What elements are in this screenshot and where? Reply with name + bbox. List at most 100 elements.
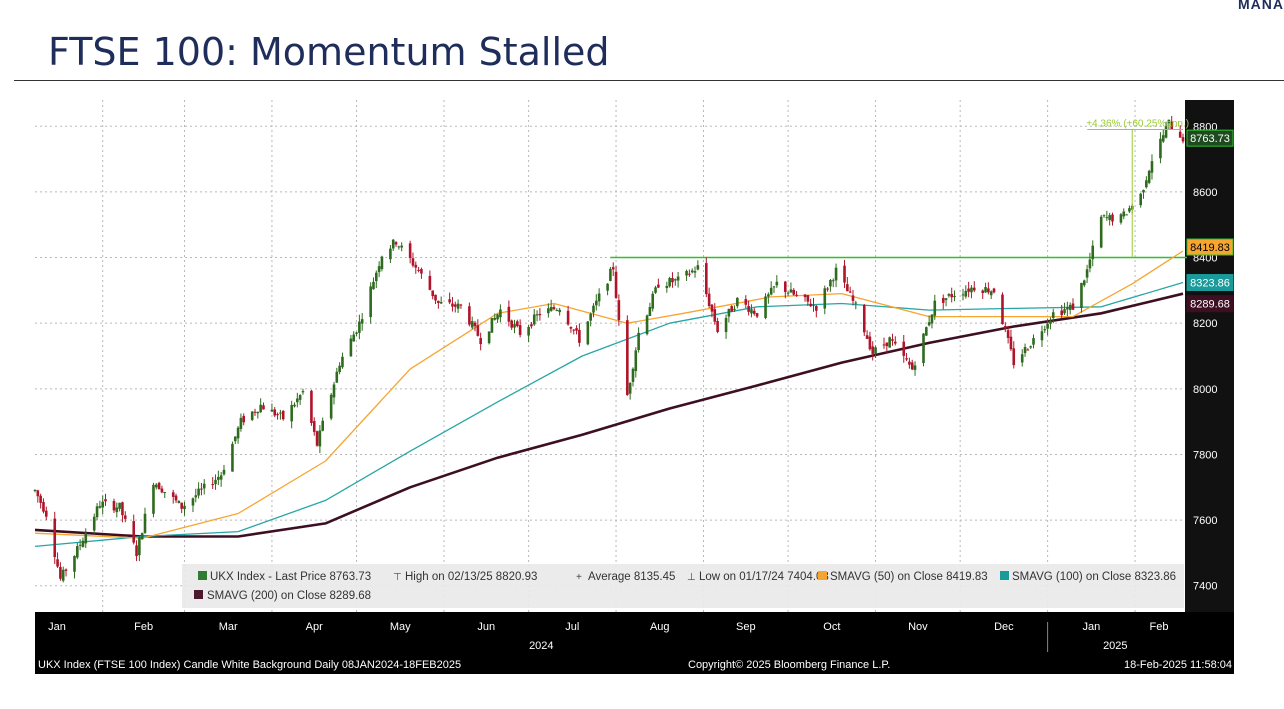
candle-body (1003, 326, 1007, 329)
candle-body (36, 490, 40, 497)
legend-item: SMAVG (50) on Close 8419.83 (830, 571, 988, 583)
candle-body (380, 256, 384, 270)
candle-body (549, 306, 553, 311)
candle-body (651, 293, 655, 309)
candle-body (76, 546, 79, 558)
legend-marker-icon: ⊥ (687, 572, 696, 583)
candle-body (259, 404, 262, 413)
candle-body (293, 404, 296, 407)
legend-box (182, 564, 1184, 608)
candle-body (98, 506, 102, 508)
candle-body (236, 427, 240, 439)
candle-body (239, 417, 243, 429)
candle-body (1068, 304, 1072, 310)
candle-body (1085, 269, 1089, 278)
candle-body (459, 304, 463, 306)
candle-body (121, 502, 124, 516)
candle-body (233, 436, 237, 442)
candle-body (1178, 131, 1182, 138)
x-tick-label: Mar (219, 621, 238, 633)
candle-body (183, 505, 186, 510)
candle-body (606, 283, 609, 291)
sma-50-line (34, 250, 1184, 539)
x-year-label: 2025 (1103, 640, 1127, 652)
candle-body (217, 477, 220, 480)
x-tick-label: Jan (48, 621, 66, 633)
candle-body (329, 394, 333, 419)
candle-body (171, 492, 175, 497)
legend-swatch (194, 590, 203, 599)
candle-body (123, 515, 127, 519)
candle-body (177, 500, 181, 503)
candle-body (970, 287, 973, 293)
candle-body (693, 271, 697, 273)
candle-body (614, 271, 618, 298)
candle-body (1088, 259, 1092, 269)
candle-body (470, 321, 474, 328)
candle-body (1046, 323, 1049, 329)
candle-body (281, 410, 285, 420)
candle-body (925, 327, 928, 336)
candle-body (180, 502, 183, 509)
candle-body (360, 319, 364, 324)
candle-body (905, 358, 908, 360)
candle-body (1108, 215, 1111, 220)
candle-body (1012, 348, 1016, 366)
candle-body (332, 384, 336, 398)
candle-body (668, 278, 671, 287)
x-axis-panel (35, 612, 1234, 674)
candle-body (152, 484, 155, 514)
x-year-label: 2024 (529, 640, 553, 652)
candle-body (118, 502, 121, 509)
candle-body (1142, 189, 1145, 193)
footer-left: UKX Index (FTSE 100 Index) Candle White … (38, 659, 461, 671)
candle-body (617, 300, 621, 321)
x-tick-label: Sep (736, 621, 756, 633)
candle-body (592, 305, 595, 313)
candle-body (589, 313, 592, 321)
candle-body (487, 331, 491, 344)
candle-body (507, 306, 511, 322)
candle-body (1119, 214, 1123, 223)
candle-body (1066, 307, 1069, 310)
candle-body (42, 501, 45, 512)
candle-body (456, 303, 460, 309)
candle-body (439, 302, 443, 304)
candle-body (1006, 330, 1010, 338)
candle-body (913, 365, 917, 370)
candle-body (792, 289, 796, 295)
candle-body (211, 484, 215, 486)
candle-body (772, 286, 776, 288)
candle-body (1091, 245, 1095, 260)
candle-body (626, 320, 629, 396)
candle-body (222, 469, 226, 475)
candle-body (1147, 170, 1151, 183)
candle-body (369, 286, 372, 318)
candle-body (197, 488, 200, 496)
candle-body (984, 287, 987, 293)
candle-body (194, 495, 198, 498)
candle-body (530, 324, 533, 327)
candle-body (39, 495, 42, 503)
plot-background (35, 100, 1185, 612)
candle-body (200, 488, 203, 490)
candle-body (92, 516, 96, 531)
candle-body (1020, 354, 1024, 363)
candle-body (1161, 135, 1165, 142)
candle-body (575, 328, 578, 331)
candle-body (453, 304, 457, 307)
candle-body (1102, 215, 1106, 217)
candle-body (44, 510, 48, 517)
candle-body (352, 334, 356, 342)
candle-body (115, 507, 119, 513)
candle-body (1170, 121, 1174, 130)
candle-body (910, 362, 914, 370)
x-tick-label: Nov (908, 621, 928, 633)
candle-body (676, 276, 680, 281)
legend-marker-icon: ⊤ (393, 572, 402, 583)
candle-body (270, 409, 274, 412)
candle-body (1032, 338, 1035, 345)
candle-body (434, 294, 437, 301)
candle-body (250, 411, 254, 420)
y-tick-label: 7800 (1193, 449, 1217, 461)
